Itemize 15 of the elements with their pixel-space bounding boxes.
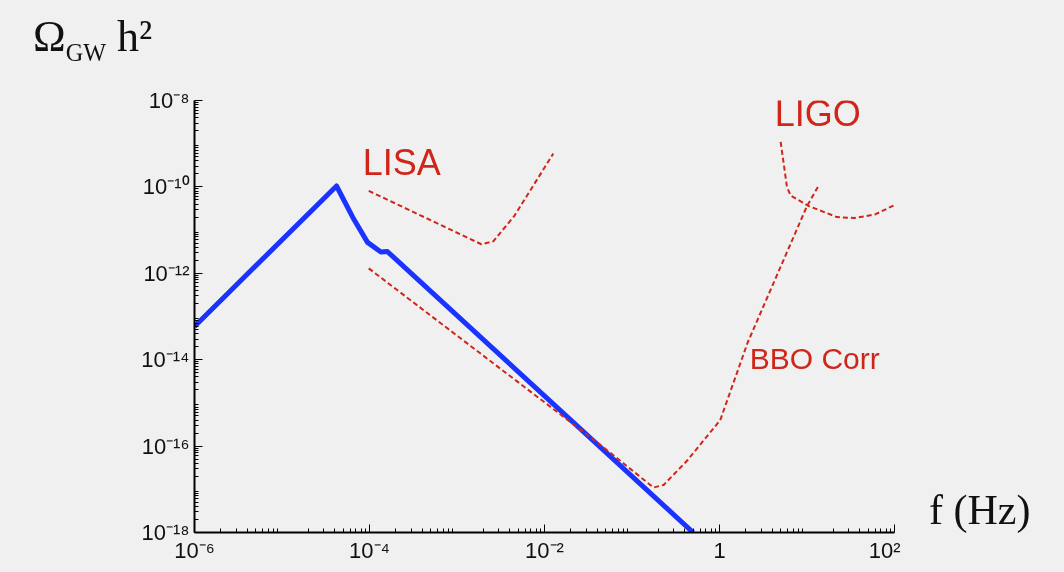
series-label: BBO Corr <box>749 342 880 376</box>
y-tick-label: 10⁻¹² <box>143 260 190 286</box>
y-axis-title: Ω$_{GW}$ h² <box>33 11 153 68</box>
x-tick-label: 10⁻² <box>525 537 564 563</box>
x-tick-label: 10⁻⁶ <box>174 537 215 563</box>
series-label: LIGO <box>774 92 861 134</box>
series-label: LISA <box>362 141 441 183</box>
y-tick-label: 10⁻⁸ <box>148 88 190 113</box>
x-tick-label: 1 <box>713 537 726 563</box>
y-tick-label: 10⁻¹⁶ <box>141 433 190 459</box>
y-tick-label: 10⁻¹⁴ <box>141 347 190 373</box>
x-axis-title: f (Hz) <box>929 486 1031 535</box>
x-tick-label: 10⁻⁴ <box>349 537 390 563</box>
y-tick-label: 10⁻¹⁰ <box>142 174 190 200</box>
x-tick-label: 10² <box>868 537 901 563</box>
